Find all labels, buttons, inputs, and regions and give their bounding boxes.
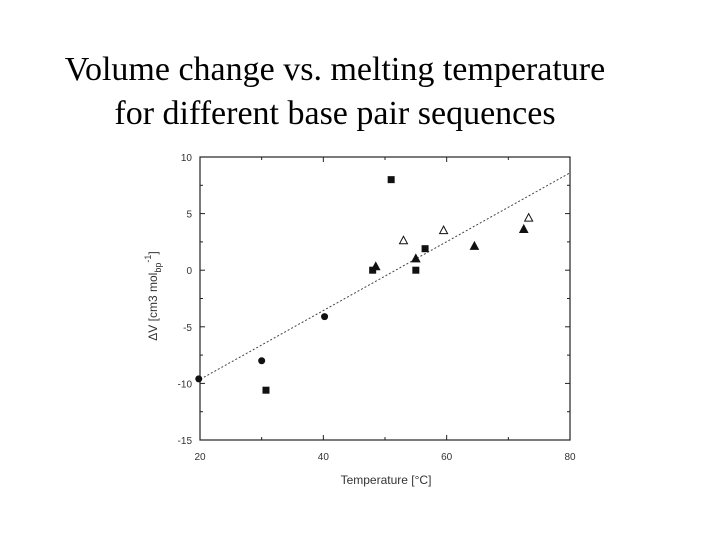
y-axis-label-close: ] (146, 251, 160, 254)
data-point-triangle-open (523, 212, 534, 222)
data-point-triangle-filled (518, 223, 529, 233)
data-point-triangle-filled (370, 261, 381, 271)
y-tick-label: 10 (181, 153, 193, 164)
x-tick-label: 60 (441, 452, 453, 463)
data-point-square (387, 176, 395, 184)
data-point-triangle-open (438, 225, 449, 235)
data-points (195, 176, 534, 394)
data-point-triangle-filled (469, 240, 480, 250)
data-point-triangle-filled (411, 253, 421, 263)
y-tick-label: -10 (178, 379, 193, 390)
plot-area-frame (199, 156, 571, 441)
data-point-square (262, 386, 270, 394)
x-tick-label: 80 (564, 452, 576, 463)
y-tick-label: 0 (186, 266, 192, 277)
x-axis-label: Temperature [°C] (341, 473, 432, 487)
y-axis-label: ΔV [cm3 molbp-1] (143, 251, 163, 340)
axis-tick-labels: 20 40 60 80 10 5 0 -5 -10 -15 (178, 153, 576, 463)
y-axis-label-main: ΔV [cm3 mol (146, 273, 160, 341)
data-point-square (412, 266, 420, 274)
y-tick-label: -5 (183, 323, 192, 334)
x-tick-label: 20 (194, 452, 206, 463)
trend-line (196, 172, 571, 382)
y-axis-label-sub: bp (153, 263, 163, 273)
slide-title-line-1: Volume change vs. melting temperature (64, 51, 606, 88)
data-point-triangle-open (398, 235, 409, 245)
data-point-square (421, 245, 429, 253)
data-point-circle (321, 313, 329, 321)
slide-title: Volume change vs. melting temperature fo… (0, 48, 670, 136)
y-tick-label: 5 (186, 210, 192, 221)
x-tick-label: 40 (318, 452, 330, 463)
data-point-circle (195, 375, 203, 383)
axis-ticks (199, 156, 571, 441)
y-tick-label: -15 (178, 436, 193, 447)
slide-title-line-2: for different base pair sequences (114, 95, 556, 132)
y-axis-label-sup: -1 (143, 255, 153, 263)
data-point-circle (258, 357, 266, 365)
